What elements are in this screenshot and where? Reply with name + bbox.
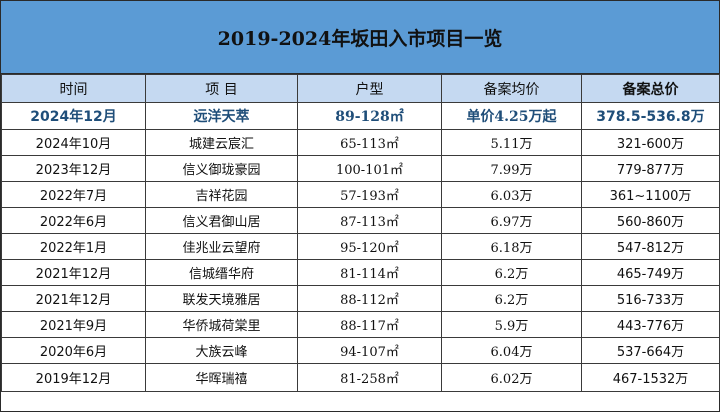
cell-unit-type: 57-193㎡ <box>297 181 442 208</box>
table-row: 2021年12月 联发天境雅居 88-112㎡ 6.2万 516-733万 <box>1 285 720 312</box>
table-row: 2019年12月 华晖瑞禧 81-258㎡ 6.02万 467-1532万 <box>1 363 720 392</box>
cell-total-price: 467-1532万 <box>581 363 720 392</box>
project-table: 时间 项 目 户型 备案均价 备案总价 2024年12月 远洋天萃 89-128… <box>1 74 720 392</box>
cell-project: 吉祥花园 <box>145 181 298 208</box>
cell-total-price: 443-776万 <box>581 311 720 338</box>
cell-project: 佳兆业云望府 <box>145 233 298 260</box>
cell-project: 信义御珑豪园 <box>145 155 298 182</box>
cell-unit-type: 100-101㎡ <box>297 155 442 182</box>
table-row: 2022年6月 信义君御山居 87-113㎡ 6.97万 560-860万 <box>1 207 720 234</box>
cell-time: 2021年12月 <box>1 285 146 312</box>
cell-unit-type: 88-117㎡ <box>297 311 442 338</box>
cell-avg-price: 6.02万 <box>441 363 582 392</box>
cell-avg-price: 6.04万 <box>441 337 582 364</box>
cell-unit-type: 95-120㎡ <box>297 233 442 260</box>
cell-total-price: 537-664万 <box>581 337 720 364</box>
cell-unit-type: 87-113㎡ <box>297 207 442 234</box>
cell-project: 华晖瑞禧 <box>145 363 298 392</box>
cell-project: 信义君御山居 <box>145 207 298 234</box>
cell-unit-type: 94-107㎡ <box>297 337 442 364</box>
cell-avg-price: 7.99万 <box>441 155 582 182</box>
cell-unit-type: 89-128㎡ <box>297 102 442 130</box>
cell-time: 2021年12月 <box>1 259 146 286</box>
cell-avg-price: 6.2万 <box>441 259 582 286</box>
table-row: 2021年9月 华侨城荷棠里 88-117㎡ 5.9万 443-776万 <box>1 311 720 338</box>
table-title: 2019-2024年坂田入市项目一览 <box>1 1 719 74</box>
cell-avg-price: 6.18万 <box>441 233 582 260</box>
cell-total-price: 361~1100万 <box>581 181 720 208</box>
cell-unit-type: 81-258㎡ <box>297 363 442 392</box>
cell-project: 华侨城荷棠里 <box>145 311 298 338</box>
header-row: 时间 项 目 户型 备案均价 备案总价 <box>1 74 720 103</box>
cell-time: 2022年7月 <box>1 181 146 208</box>
cell-project: 城建云宸汇 <box>145 129 298 156</box>
cell-avg-price: 单价4.25万起 <box>441 102 582 130</box>
cell-time: 2022年1月 <box>1 233 146 260</box>
cell-unit-type: 81-114㎡ <box>297 259 442 286</box>
cell-project: 大族云峰 <box>145 337 298 364</box>
cell-project: 信城缙华府 <box>145 259 298 286</box>
cell-project: 远洋天萃 <box>145 102 298 130</box>
header-avg-price: 备案均价 <box>441 74 582 103</box>
cell-unit-type: 88-112㎡ <box>297 285 442 312</box>
header-time: 时间 <box>1 74 146 103</box>
cell-total-price: 465-749万 <box>581 259 720 286</box>
cell-time: 2021年9月 <box>1 311 146 338</box>
cell-total-price: 779-877万 <box>581 155 720 182</box>
highlight-row: 2024年12月 远洋天萃 89-128㎡ 单价4.25万起 378.5-536… <box>1 102 720 130</box>
cell-unit-type: 65-113㎡ <box>297 129 442 156</box>
cell-avg-price: 6.97万 <box>441 207 582 234</box>
cell-avg-price: 6.03万 <box>441 181 582 208</box>
cell-total-price: 547-812万 <box>581 233 720 260</box>
cell-time: 2024年12月 <box>1 102 146 130</box>
cell-total-price: 321-600万 <box>581 129 720 156</box>
header-project: 项 目 <box>145 74 298 103</box>
table-row: 2023年12月 信义御珑豪园 100-101㎡ 7.99万 779-877万 <box>1 155 720 182</box>
cell-time: 2024年10月 <box>1 129 146 156</box>
cell-time: 2022年6月 <box>1 207 146 234</box>
cell-avg-price: 6.2万 <box>441 285 582 312</box>
cell-project: 联发天境雅居 <box>145 285 298 312</box>
cell-total-price: 378.5-536.8万 <box>581 102 720 130</box>
header-unit-type: 户型 <box>297 74 442 103</box>
table-row: 2022年1月 佳兆业云望府 95-120㎡ 6.18万 547-812万 <box>1 233 720 260</box>
header-total-price: 备案总价 <box>581 74 720 103</box>
cell-time: 2023年12月 <box>1 155 146 182</box>
cell-total-price: 516-733万 <box>581 285 720 312</box>
table-row: 2021年12月 信城缙华府 81-114㎡ 6.2万 465-749万 <box>1 259 720 286</box>
cell-avg-price: 5.11万 <box>441 129 582 156</box>
table-row: 2024年10月 城建云宸汇 65-113㎡ 5.11万 321-600万 <box>1 129 720 156</box>
cell-time: 2019年12月 <box>1 363 146 392</box>
cell-avg-price: 5.9万 <box>441 311 582 338</box>
table-row: 2020年6月 大族云峰 94-107㎡ 6.04万 537-664万 <box>1 337 720 364</box>
cell-total-price: 560-860万 <box>581 207 720 234</box>
table-row: 2022年7月 吉祥花园 57-193㎡ 6.03万 361~1100万 <box>1 181 720 208</box>
cell-time: 2020年6月 <box>1 337 146 364</box>
